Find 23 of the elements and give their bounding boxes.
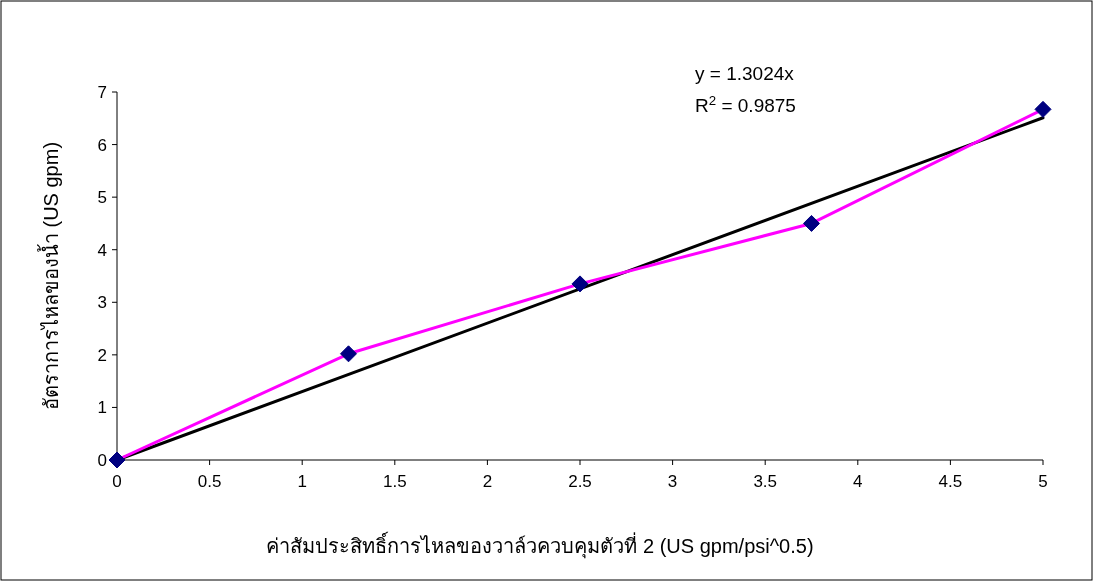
x-axis-title: ค่าสัมประสิทธิ์การไหลของวาล์วควบคุมตัวที่ 2 (US gpm/psi^0.5) [266,531,814,559]
x-tick-label: 3 [667,472,678,491]
x-tick-label: 0 [112,472,122,491]
y-tick-label: 1 [97,398,107,418]
y-tick-label: 0 [97,451,107,470]
x-tick-label: 0.5 [197,472,222,491]
x-tick-label: 1 [297,472,307,491]
x-tick-label: 4.5 [938,472,963,491]
x-tick-label: 4 [853,472,863,491]
y-tick-label: 4 [97,240,107,260]
x-tick-label: 2 [482,472,493,491]
x-tick-label: 2.5 [568,472,592,491]
x-tick-label: 1.5 [382,472,407,491]
annotation: R$^{2}$ = 0.9875 [695,92,796,116]
y-tick-label: 6 [97,135,107,155]
y-tick-label: 3 [97,293,107,313]
x-tick-label: 5 [1038,472,1048,491]
x-tick-label: 3.5 [753,472,778,491]
y-tick-label: 7 [97,83,107,102]
y-tick-label: 5 [97,188,107,208]
y-axis-title: อัตราการไหลของน้ำ (US gpm) [37,141,62,411]
text: y = 1.3024x [695,63,795,84]
y-tick-label: 2 [97,345,107,365]
